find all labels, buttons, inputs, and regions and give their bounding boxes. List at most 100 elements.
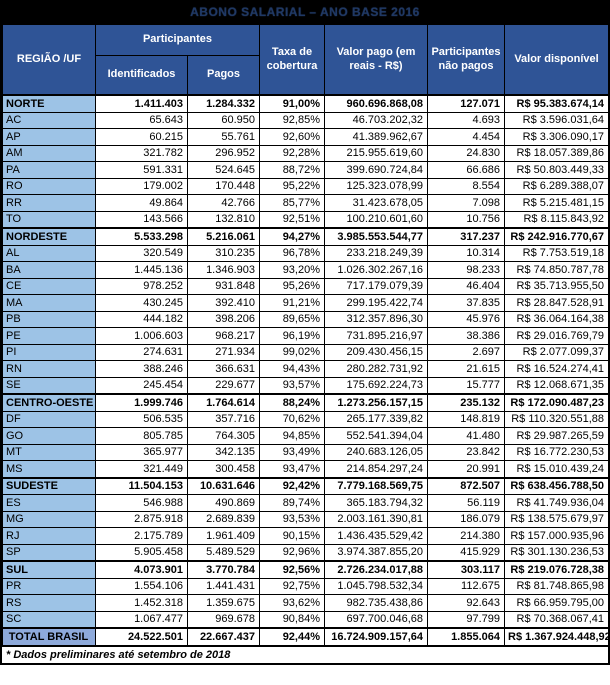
report-sheet: ABONO SALARIAL – ANO BASE 2016 REGIÃO /U… bbox=[0, 0, 610, 665]
cell-valor-pago: 214.854.297,24 bbox=[324, 460, 428, 478]
cell-identificados: 49.864 bbox=[95, 194, 188, 212]
header-taxa-cobertura: Taxa de cobertura bbox=[259, 24, 325, 96]
table-header: REGIÃO /UF Participantes Taxa de cobertu… bbox=[2, 24, 609, 96]
table-row: MA 430.245 392.410 91,21% 299.195.422,74 37.8… bbox=[2, 294, 609, 312]
table-row: MS 321.449 300.458 93,47% 214.854.297,24 20.9… bbox=[2, 460, 609, 478]
cell-nao-pagos: 148.819 bbox=[427, 410, 505, 428]
cell-valor-disponivel: R$ 219.076.728,38 bbox=[504, 560, 609, 579]
row-label: RS bbox=[2, 594, 96, 612]
cell-valor-disponivel: R$ 172.090.487,23 bbox=[504, 393, 609, 412]
cell-valor-disponivel: R$ 16.524.274,41 bbox=[504, 360, 609, 378]
cell-taxa: 99,02% bbox=[259, 343, 325, 361]
cell-valor-disponivel: R$ 638.456.788,50 bbox=[504, 476, 609, 495]
cell-taxa: 93,49% bbox=[259, 443, 325, 461]
cell-nao-pagos: 127.071 bbox=[427, 94, 505, 113]
cell-valor-pago: 960.696.868,08 bbox=[324, 94, 428, 113]
cell-pagos: 22.667.437 bbox=[187, 627, 260, 647]
cell-valor-pago: 2.003.161.390,81 bbox=[324, 510, 428, 528]
row-label: TOTAL BRASIL bbox=[2, 627, 96, 647]
cell-identificados: 24.522.501 bbox=[95, 627, 188, 647]
cell-nao-pagos: 2.697 bbox=[427, 343, 505, 361]
table-row: RS 1.452.318 1.359.675 93,62% 982.735.438,86… bbox=[2, 594, 609, 612]
total-row: TOTAL BRASIL 24.522.501 22.667.437 92,44% 16… bbox=[2, 627, 609, 647]
cell-valor-disponivel: R$ 1.367.924.448,92 bbox=[504, 627, 609, 647]
cell-pagos: 1.764.614 bbox=[187, 393, 260, 412]
cell-valor-disponivel: R$ 66.959.795,00 bbox=[504, 594, 609, 612]
cell-identificados: 546.988 bbox=[95, 494, 188, 512]
cell-nao-pagos: 46.404 bbox=[427, 277, 505, 295]
cell-nao-pagos: 41.480 bbox=[427, 427, 505, 445]
cell-taxa: 94,27% bbox=[259, 227, 325, 246]
cell-identificados: 1.452.318 bbox=[95, 594, 188, 612]
table-row: GO 805.785 764.305 94,85% 552.541.394,04 41.4… bbox=[2, 427, 609, 445]
row-label: SE bbox=[2, 376, 96, 395]
cell-pagos: 968.217 bbox=[187, 327, 260, 345]
table-row: PA 591.331 524.645 88,72% 399.690.724,84 66.6… bbox=[2, 161, 609, 179]
cell-valor-pago: 31.423.678,05 bbox=[324, 194, 428, 212]
row-label: AP bbox=[2, 128, 96, 146]
row-label: PR bbox=[2, 577, 96, 595]
table-row: PR 1.554.106 1.441.431 92,75% 1.045.798.532,… bbox=[2, 577, 609, 595]
header-identificados: Identificados bbox=[95, 55, 188, 96]
row-label: BA bbox=[2, 261, 96, 279]
cell-identificados: 274.631 bbox=[95, 343, 188, 361]
report-title: ABONO SALARIAL – ANO BASE 2016 bbox=[2, 2, 608, 24]
cell-valor-pago: 1.273.256.157,15 bbox=[324, 393, 428, 412]
table-row: TO 143.566 132.810 92,51% 100.210.601,60 10.7… bbox=[2, 210, 609, 229]
cell-nao-pagos: 15.777 bbox=[427, 376, 505, 395]
cell-valor-disponivel: R$ 18.057.389,86 bbox=[504, 144, 609, 162]
cell-nao-pagos: 45.976 bbox=[427, 310, 505, 328]
cell-identificados: 245.454 bbox=[95, 376, 188, 395]
cell-valor-disponivel: R$ 8.115.843,92 bbox=[504, 210, 609, 229]
cell-identificados: 321.782 bbox=[95, 144, 188, 162]
cell-identificados: 444.182 bbox=[95, 310, 188, 328]
cell-valor-disponivel: R$ 15.010.439,24 bbox=[504, 460, 609, 478]
row-label: PE bbox=[2, 327, 96, 345]
cell-pagos: 1.359.675 bbox=[187, 594, 260, 612]
cell-identificados: 2.175.789 bbox=[95, 527, 188, 545]
cell-taxa: 95,26% bbox=[259, 277, 325, 295]
cell-nao-pagos: 56.119 bbox=[427, 494, 505, 512]
cell-pagos: 931.848 bbox=[187, 277, 260, 295]
cell-taxa: 92,44% bbox=[259, 627, 325, 647]
header-pagos: Pagos bbox=[187, 55, 260, 96]
cell-valor-pago: 125.323.078,99 bbox=[324, 177, 428, 195]
cell-valor-pago: 265.177.339,82 bbox=[324, 410, 428, 428]
table-row: RO 179.002 170.448 95,22% 125.323.078,99 8.55… bbox=[2, 177, 609, 195]
cell-identificados: 1.445.136 bbox=[95, 261, 188, 279]
cell-taxa: 92,96% bbox=[259, 543, 325, 562]
cell-nao-pagos: 1.855.064 bbox=[427, 627, 505, 647]
cell-pagos: 1.961.409 bbox=[187, 527, 260, 545]
cell-nao-pagos: 23.842 bbox=[427, 443, 505, 461]
cell-pagos: 1.346.903 bbox=[187, 261, 260, 279]
cell-identificados: 1.006.603 bbox=[95, 327, 188, 345]
cell-taxa: 92,60% bbox=[259, 128, 325, 146]
cell-valor-pago: 717.179.079,39 bbox=[324, 277, 428, 295]
cell-pagos: 310.235 bbox=[187, 244, 260, 262]
row-label: NORDESTE bbox=[2, 227, 96, 246]
table-row: RJ 2.175.789 1.961.409 90,15% 1.436.435.529,… bbox=[2, 527, 609, 545]
cell-nao-pagos: 92.643 bbox=[427, 594, 505, 612]
cell-pagos: 524.645 bbox=[187, 161, 260, 179]
cell-nao-pagos: 66.686 bbox=[427, 161, 505, 179]
cell-valor-pago: 697.700.046,68 bbox=[324, 610, 428, 629]
cell-valor-disponivel: R$ 110.320.551,88 bbox=[504, 410, 609, 428]
cell-pagos: 60.950 bbox=[187, 111, 260, 129]
row-label: ES bbox=[2, 494, 96, 512]
cell-valor-pago: 3.974.387.855,20 bbox=[324, 543, 428, 562]
row-label: RJ bbox=[2, 527, 96, 545]
region-row: SUL 4.073.901 3.770.784 92,56% 2.726.234.017… bbox=[2, 560, 609, 579]
cell-valor-disponivel: R$ 242.916.770,67 bbox=[504, 227, 609, 246]
cell-identificados: 388.246 bbox=[95, 360, 188, 378]
cell-taxa: 88,24% bbox=[259, 393, 325, 412]
cell-identificados: 1.999.746 bbox=[95, 393, 188, 412]
table-row: AM 321.782 296.952 92,28% 215.955.619,60 24.8… bbox=[2, 144, 609, 162]
cell-valor-pago: 731.895.216,97 bbox=[324, 327, 428, 345]
cell-identificados: 805.785 bbox=[95, 427, 188, 445]
cell-valor-disponivel: R$ 95.383.674,14 bbox=[504, 94, 609, 113]
cell-valor-disponivel: R$ 138.575.679,97 bbox=[504, 510, 609, 528]
row-label: PA bbox=[2, 161, 96, 179]
cell-taxa: 85,77% bbox=[259, 194, 325, 212]
cell-pagos: 42.766 bbox=[187, 194, 260, 212]
cell-valor-disponivel: R$ 3.596.031,64 bbox=[504, 111, 609, 129]
